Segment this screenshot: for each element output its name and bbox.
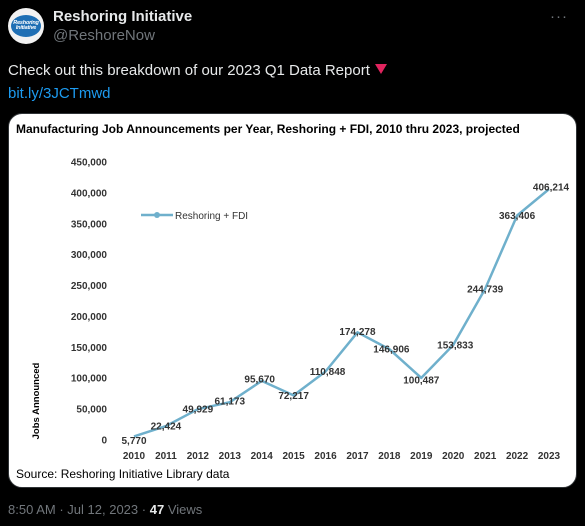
y-axis-ticks: 0 50,000 100,000 150,000 200,000 250,000 300,0… xyxy=(71,158,108,447)
x-tick-label: 2010 xyxy=(123,451,146,462)
x-tick-label: 2012 xyxy=(187,451,210,462)
series-line-reshoring-fdi xyxy=(133,188,550,438)
meta-separator: · xyxy=(141,502,147,517)
tweet-text-content: Check out this breakdown of our 2023 Q1 … xyxy=(8,62,370,79)
x-axis-ticks: 2010 2011 2012 2013 2014 2015 2016 2017 2018 2019… xyxy=(123,451,561,462)
x-tick-label: 2013 xyxy=(219,451,242,462)
data-label: 22,424 xyxy=(151,422,182,433)
views-label: Views xyxy=(167,502,203,517)
more-dots-icon: ··· xyxy=(550,7,568,25)
tweet-link[interactable]: bit.ly/3JCTmwd xyxy=(8,85,111,102)
data-label: 146,906 xyxy=(373,345,410,356)
y-tick-label: 50,000 xyxy=(76,405,107,416)
y-tick-label: 450,000 xyxy=(71,158,108,169)
x-tick-label: 2023 xyxy=(538,451,561,462)
user-handle[interactable]: @ReshoreNow xyxy=(53,27,155,44)
y-tick-label: 300,000 xyxy=(71,250,108,261)
avatar-logo: Reshoring Initiative xyxy=(11,15,41,37)
data-label: 100,487 xyxy=(403,375,440,386)
data-label: 72,217 xyxy=(278,391,309,402)
more-options-button[interactable]: ··· xyxy=(547,6,571,26)
y-tick-label: 150,000 xyxy=(71,343,108,354)
y-tick-label: 100,000 xyxy=(71,374,108,385)
meta-separator: · xyxy=(59,502,64,517)
y-tick-label: 0 xyxy=(101,436,107,447)
x-tick-label: 2014 xyxy=(251,451,274,462)
data-label: 49,929 xyxy=(183,405,214,416)
y-tick-label: 200,000 xyxy=(71,312,108,323)
y-tick-label: 250,000 xyxy=(71,281,108,292)
display-name[interactable]: Reshoring Initiative xyxy=(53,8,193,25)
tweet-media[interactable]: Manufacturing Job Announcements per Year… xyxy=(8,113,577,488)
tweet-meta: 8:50 AM · Jul 12, 2023 · 47 Views xyxy=(8,502,202,517)
legend-marker xyxy=(154,212,160,218)
x-tick-label: 2017 xyxy=(346,451,369,462)
x-tick-label: 2011 xyxy=(155,451,177,462)
data-label: 95,670 xyxy=(244,374,275,385)
y-tick-label: 350,000 xyxy=(71,219,108,230)
data-label: 153,833 xyxy=(437,340,474,351)
chart-source: Source: Reshoring Initiative Library dat… xyxy=(16,467,230,481)
x-tick-label: 2020 xyxy=(442,451,465,462)
data-label: 110,848 xyxy=(310,367,346,378)
data-label: 244,739 xyxy=(467,284,504,295)
y-axis-label: Jobs Announced xyxy=(31,362,42,439)
avatar[interactable]: Reshoring Initiative xyxy=(8,8,44,44)
data-label: 363,406 xyxy=(499,211,536,222)
tweet-time[interactable]: 8:50 AM xyxy=(8,502,56,517)
chart: Manufacturing Job Announcements per Year… xyxy=(16,122,570,481)
data-label: 5,770 xyxy=(121,436,146,447)
x-tick-label: 2019 xyxy=(410,451,433,462)
chart-title: Manufacturing Job Announcements per Year… xyxy=(16,122,520,136)
legend-label: Reshoring + FDI xyxy=(175,211,248,222)
data-label: 174,278 xyxy=(339,327,376,338)
x-tick-label: 2015 xyxy=(282,451,305,462)
red-triangle-down-icon xyxy=(374,62,387,79)
legend: Reshoring + FDI xyxy=(141,211,248,222)
x-tick-label: 2021 xyxy=(474,451,497,462)
x-tick-label: 2016 xyxy=(314,451,337,462)
tweet-date[interactable]: Jul 12, 2023 xyxy=(67,502,139,517)
tweet-text: Check out this breakdown of our 2023 Q1 … xyxy=(8,62,387,79)
views-count[interactable]: 47 xyxy=(149,502,165,517)
data-label: 61,173 xyxy=(214,397,245,408)
y-tick-label: 400,000 xyxy=(71,188,108,199)
data-label: 406,214 xyxy=(533,183,570,194)
x-tick-label: 2018 xyxy=(378,451,401,462)
x-tick-label: 2022 xyxy=(506,451,529,462)
